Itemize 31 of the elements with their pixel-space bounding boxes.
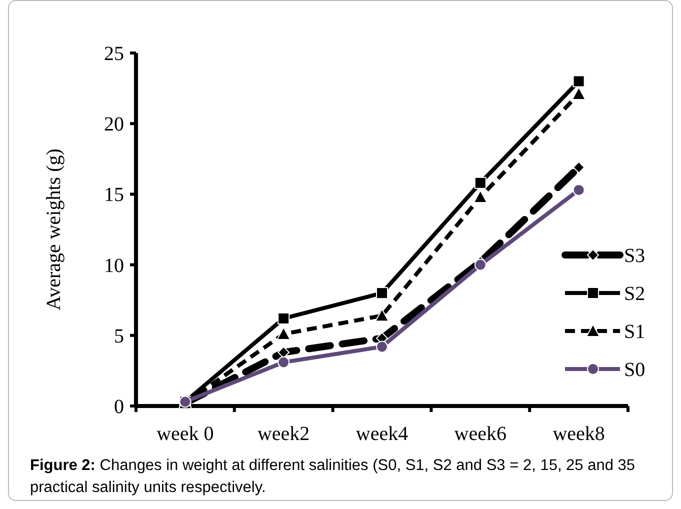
point xyxy=(278,356,290,368)
x-tick-label: week8 xyxy=(552,423,605,445)
point xyxy=(474,176,486,189)
legend-label: S2 xyxy=(624,283,646,305)
legend-label: S0 xyxy=(624,359,646,381)
point xyxy=(376,287,388,300)
caption: Figure 2: Changes in weight at different salinities (S0, S1, S2 and S3 = 2, 15, 25 and 35 practical salinity units respectively. xyxy=(30,456,636,498)
legend-label: S1 xyxy=(624,321,646,343)
point xyxy=(375,308,389,322)
x-tick-label: week4 xyxy=(356,423,408,445)
point xyxy=(572,161,585,174)
x-tick-label: week 0 xyxy=(156,423,214,445)
point xyxy=(278,346,290,358)
y-tick-label: 5 xyxy=(114,325,124,348)
y-tick-label: 25 xyxy=(104,43,124,65)
point xyxy=(276,326,291,340)
point xyxy=(376,340,388,353)
y-tick-label: 10 xyxy=(104,254,124,277)
x-tick-label: week6 xyxy=(454,423,506,445)
y-tick-label: 15 xyxy=(104,184,124,206)
y-tick-label: 20 xyxy=(104,114,124,136)
legend-label: S3 xyxy=(624,245,646,267)
x-tick-label: week2 xyxy=(258,423,310,445)
point xyxy=(278,312,290,324)
point xyxy=(572,75,585,88)
point xyxy=(474,258,486,271)
point xyxy=(572,184,585,196)
point xyxy=(473,190,488,204)
y-tick-label: 0 xyxy=(114,396,124,418)
point xyxy=(572,86,586,100)
y-axis-title: Average weights (g) xyxy=(43,148,65,310)
